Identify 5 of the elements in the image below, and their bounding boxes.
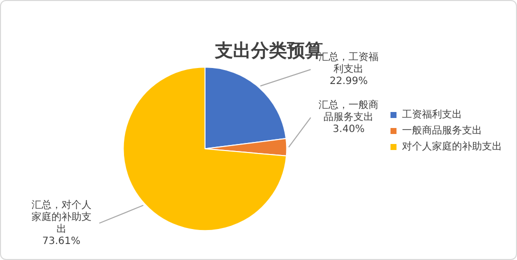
data-label: 汇总，对个人家庭的补助支出 73.61% [31,198,92,247]
data-label: 汇总，一般商品服务支出 3.40% [318,99,379,136]
legend-label: 工资福利支出 [402,108,462,121]
legend-label: 一般商品服务支出 [402,124,482,137]
legend-label: 对个人家庭的补助支出 [402,140,502,153]
